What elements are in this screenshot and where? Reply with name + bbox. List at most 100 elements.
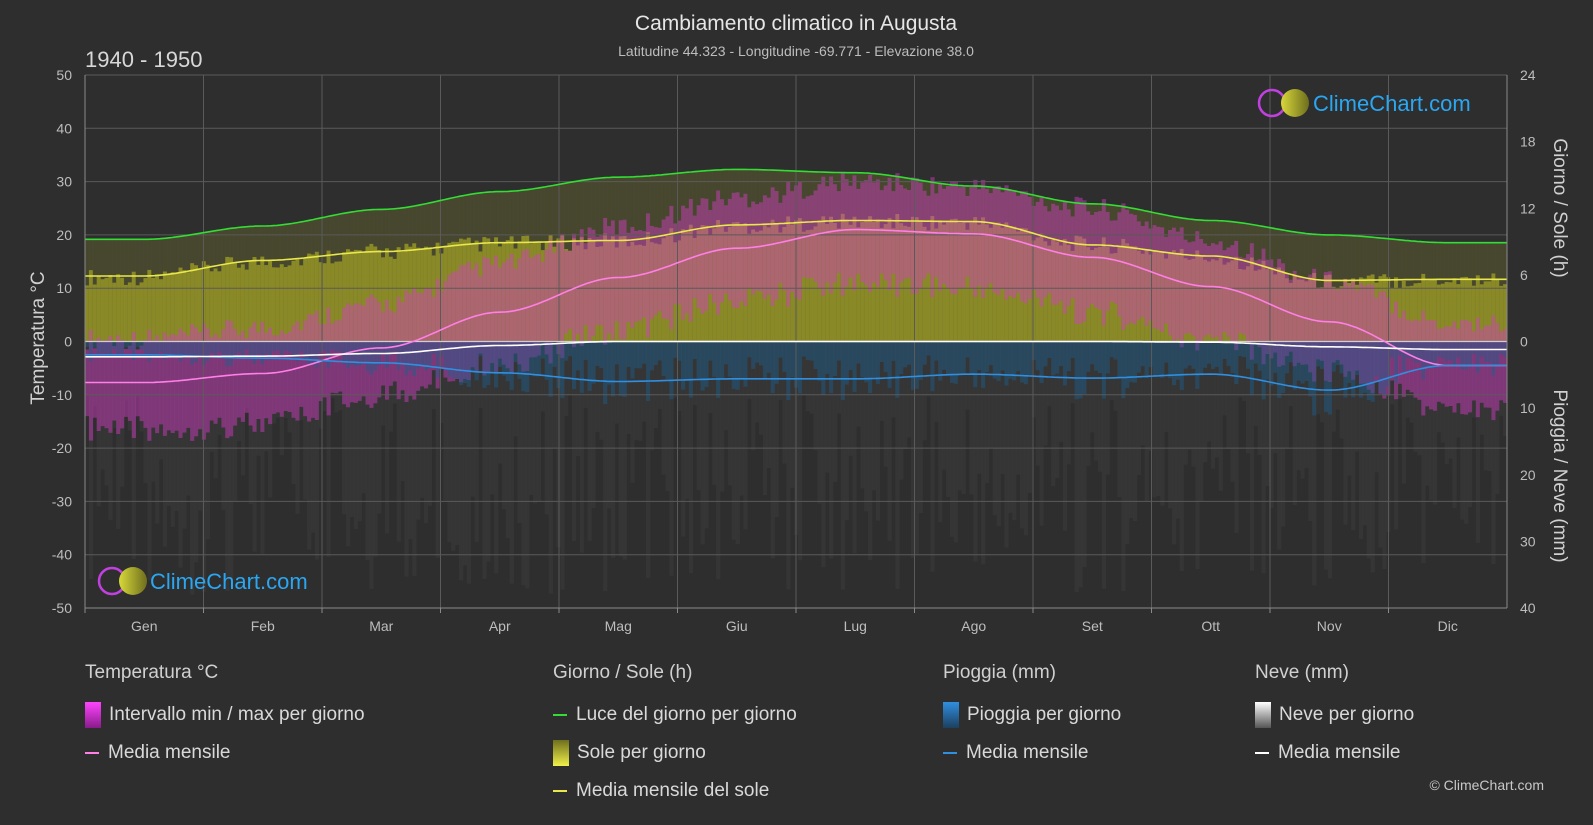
precip-bar [182,341,187,529]
rain-bar [1039,341,1044,384]
precip-bar [1117,341,1122,497]
rain-bar [459,341,464,386]
temp-range-bar [961,186,966,288]
precip-bar [1183,341,1188,465]
temp-range-bar [482,257,487,376]
precip-bar [626,341,631,434]
temp-range-bar [1051,203,1056,305]
temp-range-bar [151,340,156,428]
sunshine-bar [377,250,382,342]
precip-bar [490,341,495,495]
temp-range-bar [88,329,94,441]
sunshine-bar [1491,273,1496,342]
rain-bar [864,341,869,383]
rain-bar [762,341,768,379]
sunshine-bar [735,221,740,342]
logo-bottom: ClimeChart.com [97,566,308,596]
rain-bar [116,341,121,358]
rain-bar [127,341,133,350]
rain-bar [922,341,927,365]
rain-bar [435,341,440,378]
precip-bar [720,341,725,492]
precip-bar [1203,341,1208,462]
precip-bar [536,341,542,502]
temp-range-bar [1257,259,1262,348]
precip-bar [365,341,370,560]
precip-bar [1168,341,1173,509]
logo-top-text: ClimeChart.com [1313,91,1471,116]
precip-bar [1464,341,1469,524]
temp-range-bar [1129,213,1134,323]
temp-range-bar [455,270,460,379]
temp-range-bar [299,330,304,407]
rain-bar [1269,341,1274,386]
sunshine-bar [529,243,534,342]
rain-bar [517,341,522,379]
precip-bar [1394,341,1399,530]
temp-range-bar [743,193,748,306]
temp-range-bar [275,335,281,413]
sunshine-bar [1027,233,1033,342]
precip-bar [910,341,916,558]
rain-bar [961,341,966,375]
sunshine-bar [139,282,144,342]
y-left-tick-label: 0 [64,334,72,350]
precip-bar [1023,341,1029,536]
precip-bar [560,341,565,590]
precip-bar [1444,341,1449,465]
y-left-tick-label: 20 [56,227,72,243]
precip-bar [829,341,834,559]
precip-bar [408,341,413,540]
temp-range-bar [1023,191,1029,304]
precip-bar [505,341,510,539]
sunshine-bar [1195,250,1200,342]
legend-item-sunshine-mean: Media mensile del sole [553,772,797,810]
sunshine-bar [1031,240,1036,342]
precip-bar [1097,341,1103,472]
rain-bar [1097,341,1103,373]
temp-range-bar [945,186,951,288]
sunshine-bar [205,264,210,342]
temp-range-bar [879,190,884,274]
rain-bar [758,341,764,366]
sunshine-bar [1129,246,1134,342]
temp-range-bar [1378,291,1383,394]
sunshine-bar [1308,277,1313,342]
rain-bar [1016,341,1021,372]
legend-label: Media mensile [966,742,1089,763]
sunshine-bar [1335,288,1340,342]
temp-range-bar [318,323,323,402]
precip-bar [291,341,296,484]
rain-bar [856,341,861,364]
temp-range-bar [1160,227,1165,333]
precip-bar [1401,341,1407,484]
temp-range-bar [221,329,226,428]
rain-bar [1284,341,1290,374]
temp-range-bar [1362,286,1368,384]
precip-bar [1296,341,1301,471]
sunshine-bar [412,243,417,342]
sunshine-bar [159,279,164,342]
precip-bar [252,341,257,552]
rain-bar [626,341,631,367]
rain-bar [92,341,97,348]
temp-range-bar [852,175,857,291]
temp-range-bar [1090,214,1095,304]
rain-bar [907,341,912,365]
sunshine-bar [1281,270,1286,342]
sunshine-bar [1086,247,1091,342]
x-tick-label: Set [1082,618,1103,634]
temp-range-bar [751,201,756,295]
rain-bar [513,341,518,363]
logo-bottom-text: ClimeChart.com [150,569,308,594]
precip-bar [533,341,538,504]
rain-bar [1074,341,1079,400]
rain-bar [852,341,857,392]
sunshine-bar [922,226,927,342]
rain-bar [1043,341,1048,367]
temp-range-bar [1401,310,1407,397]
temp-range-bar [1055,205,1060,305]
legend-label: Neve per giorno [1279,704,1415,725]
sunshine-bar [1047,245,1052,342]
sunshine-bar [108,275,113,342]
